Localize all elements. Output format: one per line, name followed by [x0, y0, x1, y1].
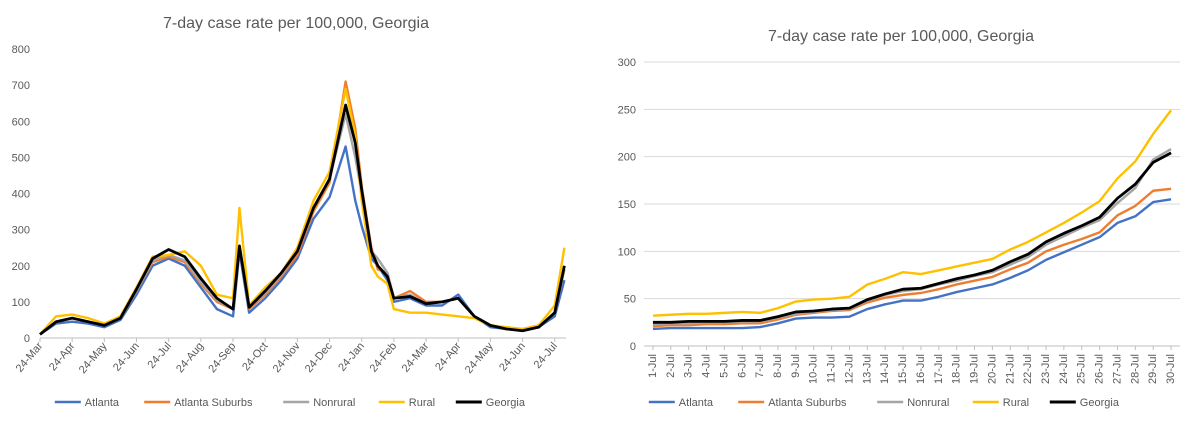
right-x-tick-8: 9-Jul [790, 354, 802, 378]
left-x-tick-13: 24-Apr [433, 340, 464, 373]
right-series-rural [652, 109, 1173, 317]
left-x-tick-11: 24-Feb [368, 340, 400, 374]
left-chart-title: 7-day case rate per 100,000, Georgia [163, 15, 429, 32]
right-y-tick-50: 50 [624, 294, 636, 306]
chart-right: 7-day case rate per 100,000, Georgia 0 50 1… [618, 28, 1180, 409]
right-x-tick-12: 13-Jul [861, 354, 873, 384]
right-y-tick-100: 100 [618, 246, 636, 258]
right-x-tick-10: 11-Jul [826, 354, 838, 383]
left-x-tick-6: 24-Sep [206, 340, 238, 375]
left-y-tick-600: 600 [12, 116, 30, 128]
left-legend-label-rural: Rural [409, 397, 435, 409]
left-x-tick-5: 24-Aug [174, 340, 206, 375]
left-series-georgia [39, 103, 566, 336]
left-legend-label-atlanta: Atlanta [85, 397, 120, 409]
left-y-tick-300: 300 [12, 225, 30, 237]
left-x-tick-2: 24-May [77, 340, 110, 376]
right-series-georgia [652, 151, 1172, 324]
right-x-tick-25: 26-Jul [1094, 354, 1106, 384]
right-series-nonrural [652, 148, 1172, 326]
right-x-tick-5: 6-Jul [736, 354, 748, 378]
left-y-tick-200: 200 [12, 261, 30, 273]
right-x-tick-24: 25-Jul [1076, 354, 1088, 384]
right-legend-label-rural: Rural [1003, 397, 1029, 409]
right-x-tick-4: 5-Jul [718, 354, 730, 378]
right-x-tick-22: 23-Jul [1040, 354, 1052, 384]
left-y-tick-400: 400 [12, 189, 30, 201]
left-x-tick-12: 24-Mar [400, 340, 432, 375]
left-x-tick-10: 24-Jan [336, 340, 367, 373]
right-x-tick-0: 1-Jul [647, 354, 659, 378]
right-x-tick-27: 28-Jul [1129, 354, 1141, 384]
right-legend-label-nonrural: Nonrural [907, 397, 949, 409]
right-x-tick-3: 4-Jul [701, 354, 713, 378]
left-y-tick-700: 700 [12, 80, 30, 92]
left-x-tick-8: 24-Nov [271, 340, 303, 375]
left-y-tick-100: 100 [12, 297, 30, 309]
left-y-tick-0: 0 [24, 333, 30, 345]
chart-left-panel: 7-day case rate per 100,000, Georgia 0 100… [0, 0, 580, 422]
left-x-tick-0: 24-Mar [14, 340, 46, 375]
right-legend-label-georgia: Georgia [1080, 397, 1120, 409]
left-x-tick-15: 24-Jun [497, 340, 528, 373]
left-x-tick-7: 24-Oct [240, 340, 270, 373]
right-series-atlanta [652, 198, 1172, 331]
chart-right-panel: 7-day case rate per 100,000, Georgia 0 50 1… [594, 0, 1194, 422]
left-x-tick-16: 24-Jul [532, 340, 560, 371]
left-x-tick-1: 24-Apr [47, 340, 78, 373]
right-x-tick-21: 22-Jul [1022, 354, 1034, 384]
right-x-tick-18: 19-Jul [969, 354, 981, 384]
right-y-tick-200: 200 [618, 152, 636, 164]
right-y-tick-250: 250 [618, 104, 636, 116]
right-legend-label-atlanta: Atlanta [679, 397, 714, 409]
left-legend-label-georgia: Georgia [486, 397, 526, 409]
left-series-rural [39, 87, 566, 336]
right-x-tick-1: 2-Jul [665, 354, 677, 378]
left-y-tick-800: 800 [12, 44, 30, 56]
right-x-tick-20: 21-Jul [1004, 354, 1016, 384]
left-legend-label-nonrural: Nonrural [313, 397, 355, 409]
right-series-atlanta-suburbs [652, 187, 1172, 328]
right-x-tick-6: 7-Jul [754, 354, 766, 378]
right-x-tick-15: 16-Jul [915, 354, 927, 384]
right-x-tick-23: 24-Jul [1058, 354, 1070, 384]
right-chart-title: 7-day case rate per 100,000, Georgia [768, 28, 1034, 45]
left-series-atlanta-suburbs [39, 80, 566, 336]
right-x-tick-9: 10-Jul [808, 354, 820, 384]
right-x-tick-2: 3-Jul [683, 354, 695, 378]
right-x-tick-14: 15-Jul [897, 354, 909, 384]
right-x-tick-13: 14-Jul [879, 354, 891, 384]
right-y-tick-150: 150 [618, 199, 636, 211]
right-x-tick-28: 29-Jul [1147, 354, 1159, 384]
right-legend-label-atlanta-suburbs: Atlanta Suburbs [768, 397, 847, 409]
right-x-tick-29: 30-Jul [1165, 354, 1177, 384]
right-x-tick-11: 12-Jul [843, 354, 855, 384]
right-y-tick-0: 0 [630, 341, 636, 353]
left-x-tick-14: 24-May [463, 340, 496, 376]
right-x-tick-17: 18-Jul [951, 354, 963, 384]
left-y-tick-500: 500 [12, 152, 30, 164]
right-x-tick-26: 27-Jul [1111, 354, 1123, 384]
left-x-tick-3: 24-Jun [111, 340, 142, 373]
left-x-tick-4: 24-Jul [146, 340, 174, 371]
right-x-tick-16: 17-Jul [933, 354, 945, 384]
left-legend-label-atlanta-suburbs: Atlanta Suburbs [174, 397, 253, 409]
left-x-tick-9: 24-Dec [303, 340, 335, 375]
right-y-tick-300: 300 [618, 57, 636, 69]
right-x-tick-19: 20-Jul [986, 354, 998, 384]
left-series-nonrural [39, 112, 566, 336]
chart-left: 7-day case rate per 100,000, Georgia 0 100… [12, 15, 566, 409]
right-x-tick-7: 8-Jul [772, 354, 784, 378]
